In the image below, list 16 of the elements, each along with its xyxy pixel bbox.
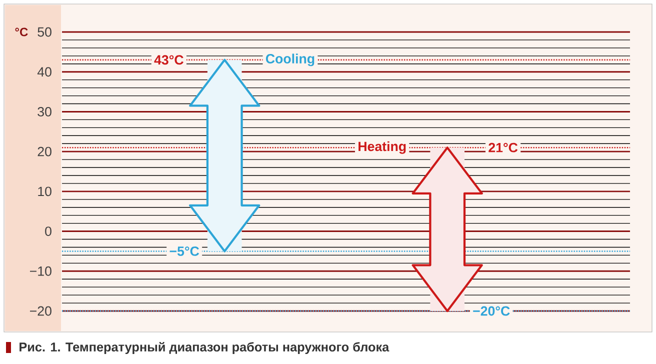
y-axis-title: °C (15, 28, 28, 36)
ref-line-label: 21°C (488, 142, 518, 152)
ref-line-label: 43°C (154, 55, 184, 65)
y-tick-label: 10 (38, 186, 52, 196)
annotation: Cooling (266, 54, 314, 66)
ref-line-label: −5°C (170, 246, 200, 256)
y-tick-label: 50 (38, 27, 52, 37)
y-tick-label: −10 (30, 266, 52, 276)
y-tick-label: −20 (30, 306, 52, 316)
y-tick-label: 30 (38, 107, 52, 116)
y-tick-label: 20 (38, 146, 52, 156)
y-tick-label: 0 (45, 226, 52, 236)
y-tick-label: 40 (37, 67, 52, 77)
annotation: Heating (358, 141, 406, 154)
text: Рис. 1. Температурный диапазон работы наружного блока (20, 342, 390, 354)
ref-line-label: −20°C (473, 306, 510, 316)
